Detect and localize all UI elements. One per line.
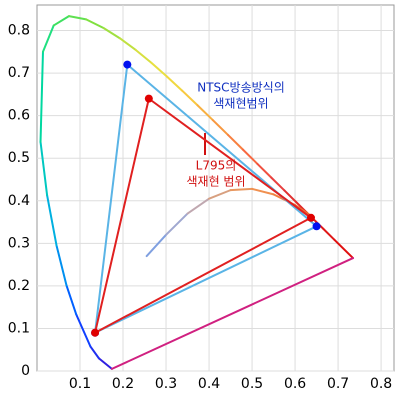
curve-segment bbox=[251, 187, 275, 196]
plot-area bbox=[36, 4, 395, 372]
curve-segment bbox=[94, 225, 318, 334]
x-tick-label: 0.5 bbox=[241, 376, 263, 392]
curve-segment bbox=[55, 244, 68, 287]
curve-segment bbox=[118, 37, 137, 51]
curve-segment bbox=[241, 148, 259, 165]
y-tick-label: 0.3 bbox=[8, 235, 30, 251]
x-tick-label: 0.2 bbox=[112, 376, 134, 392]
curve-segment bbox=[256, 162, 273, 179]
y-tick-label: 0.7 bbox=[8, 65, 30, 81]
curve-segment bbox=[270, 176, 286, 192]
curve-segment bbox=[165, 212, 189, 236]
curve-segment bbox=[196, 104, 214, 122]
curve-segment bbox=[52, 15, 70, 27]
curve-segment bbox=[181, 89, 199, 107]
curve-segment bbox=[134, 48, 153, 64]
curve-segment bbox=[94, 216, 312, 334]
y-tick-label: 0.8 bbox=[8, 23, 30, 39]
curve-segment bbox=[145, 233, 168, 258]
annotation: NTSC방송방식의 bbox=[197, 81, 285, 95]
x-tick-label: 0.7 bbox=[327, 376, 349, 392]
curve-segment bbox=[39, 140, 49, 197]
curve-segment bbox=[110, 257, 355, 370]
vertex-marker bbox=[144, 94, 153, 103]
vertex-marker bbox=[123, 60, 132, 69]
curve-segment bbox=[102, 27, 121, 40]
curve-segment bbox=[65, 284, 78, 316]
curve-segment bbox=[322, 227, 336, 241]
curve-segment bbox=[208, 189, 232, 200]
curve-segment bbox=[39, 50, 44, 143]
curve-segment bbox=[46, 194, 58, 247]
y-tick-label: 0.6 bbox=[8, 108, 30, 124]
y-tick-label: 0.4 bbox=[8, 193, 30, 209]
vertex-marker bbox=[91, 328, 100, 337]
x-tick-label: 0.3 bbox=[155, 376, 177, 392]
curve-segment bbox=[227, 133, 244, 151]
y-tick-label: 0.1 bbox=[8, 320, 30, 336]
curve-segment bbox=[94, 97, 150, 334]
curve-segment bbox=[89, 345, 100, 360]
curve-segment bbox=[147, 97, 312, 219]
curve-segment bbox=[67, 15, 88, 21]
vertex-marker bbox=[312, 222, 321, 231]
curve-segment bbox=[229, 187, 254, 192]
curve-segment bbox=[165, 75, 184, 92]
x-tick-label: 0.1 bbox=[69, 376, 91, 392]
annotation: L795의 bbox=[196, 159, 237, 173]
curve-segment bbox=[75, 313, 92, 348]
x-tick-label: 0.8 bbox=[370, 376, 392, 392]
vertex-marker bbox=[306, 213, 315, 222]
x-tick-label: 0.6 bbox=[284, 376, 306, 392]
y-tick-label: 0 bbox=[21, 363, 30, 379]
y-tick-label: 0.5 bbox=[8, 150, 30, 166]
curve-segment bbox=[283, 189, 298, 204]
annotation: 색재현범위 bbox=[213, 97, 268, 111]
curve-segment bbox=[97, 357, 113, 370]
curve-segment bbox=[41, 24, 55, 53]
curve-segment bbox=[94, 63, 129, 334]
y-tick-label: 0.2 bbox=[8, 278, 30, 294]
curve-segment bbox=[85, 18, 105, 30]
curve-segment bbox=[150, 61, 168, 78]
x-tick-label: 0.4 bbox=[198, 376, 220, 392]
curve-segment bbox=[333, 238, 355, 260]
curve-segment bbox=[211, 119, 230, 136]
annotation: 색재현 범위 bbox=[186, 175, 245, 189]
curve-segment bbox=[186, 197, 211, 215]
